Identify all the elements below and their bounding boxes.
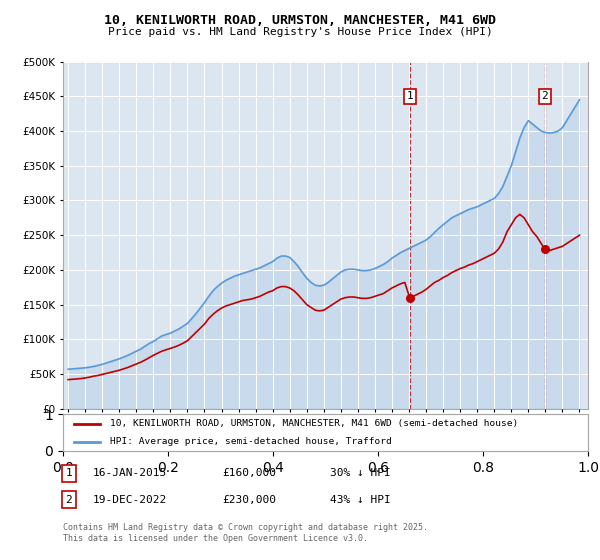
Text: 2: 2: [541, 91, 548, 101]
Text: HPI: Average price, semi-detached house, Trafford: HPI: Average price, semi-detached house,…: [110, 437, 392, 446]
Text: 1: 1: [65, 468, 73, 478]
Text: 43% ↓ HPI: 43% ↓ HPI: [330, 494, 391, 505]
Text: 2: 2: [65, 494, 73, 505]
Text: Contains HM Land Registry data © Crown copyright and database right 2025.
This d: Contains HM Land Registry data © Crown c…: [63, 524, 428, 543]
Text: £230,000: £230,000: [222, 494, 276, 505]
Text: 19-DEC-2022: 19-DEC-2022: [93, 494, 167, 505]
Text: 1: 1: [406, 91, 413, 101]
Text: 16-JAN-2015: 16-JAN-2015: [93, 468, 167, 478]
Text: Price paid vs. HM Land Registry's House Price Index (HPI): Price paid vs. HM Land Registry's House …: [107, 27, 493, 37]
Text: £160,000: £160,000: [222, 468, 276, 478]
Text: 30% ↓ HPI: 30% ↓ HPI: [330, 468, 391, 478]
Text: 10, KENILWORTH ROAD, URMSTON, MANCHESTER, M41 6WD (semi-detached house): 10, KENILWORTH ROAD, URMSTON, MANCHESTER…: [110, 419, 518, 428]
Text: 10, KENILWORTH ROAD, URMSTON, MANCHESTER, M41 6WD: 10, KENILWORTH ROAD, URMSTON, MANCHESTER…: [104, 14, 496, 27]
